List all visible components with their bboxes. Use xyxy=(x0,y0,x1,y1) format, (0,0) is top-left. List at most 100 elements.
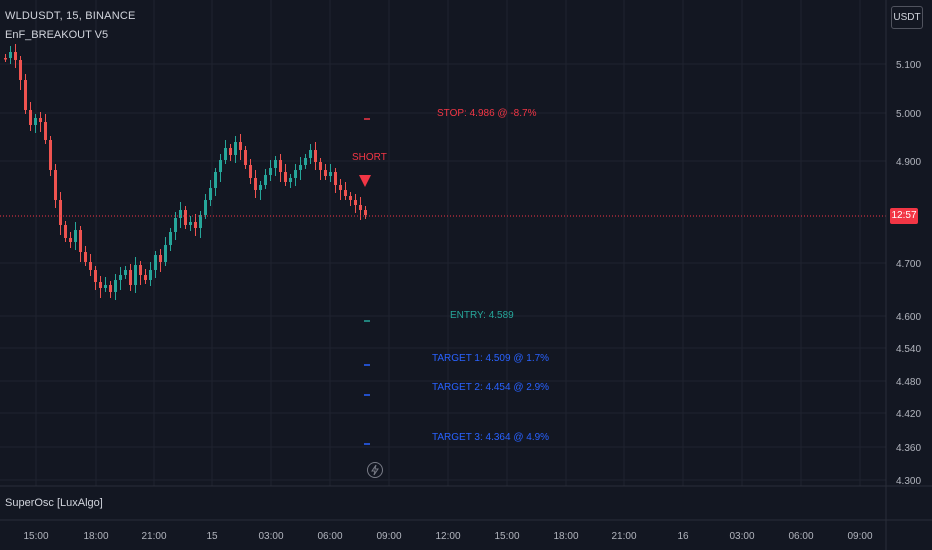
candle-body xyxy=(209,188,212,200)
triangle-down-icon xyxy=(359,175,371,187)
price-axis-label: 4.420 xyxy=(896,409,921,420)
candle-body xyxy=(154,255,157,270)
candle-body xyxy=(39,118,42,122)
candle-body xyxy=(219,160,222,172)
candle-body xyxy=(314,150,317,162)
candle-body xyxy=(274,160,277,168)
candles xyxy=(4,44,367,300)
time-axis-label: 09:00 xyxy=(376,531,401,542)
candle-body xyxy=(139,265,142,275)
time-axis-label: 09:00 xyxy=(847,531,872,542)
oscillator-title[interactable]: SuperOsc [LuxAlgo] xyxy=(5,497,103,509)
candle-body xyxy=(149,270,152,280)
entry-label: ENTRY: 4.589 xyxy=(450,310,514,321)
target-label: TARGET 2: 4.454 @ 2.9% xyxy=(432,382,549,393)
candle-body xyxy=(124,270,127,275)
candle-body xyxy=(199,215,202,228)
candle-body xyxy=(9,52,12,58)
time-axis-label: 18:00 xyxy=(83,531,108,542)
candle-body xyxy=(319,162,322,170)
candle-body xyxy=(254,178,257,190)
candle-body xyxy=(204,200,207,215)
time-axis-label: 21:00 xyxy=(611,531,636,542)
candle-body xyxy=(99,282,102,288)
candle-body xyxy=(179,210,182,218)
indicator-title[interactable]: EnF_BREAKOUT V5 xyxy=(5,29,109,41)
bolt-icon[interactable] xyxy=(367,462,383,478)
candle-body xyxy=(344,190,347,196)
price-axis-label: 4.700 xyxy=(896,259,921,270)
candle-body xyxy=(259,185,262,190)
candle-body xyxy=(279,160,282,172)
price-axis-label: 4.360 xyxy=(896,443,921,454)
candle-body xyxy=(89,262,92,270)
time-axis-label: 15:00 xyxy=(23,531,48,542)
candle-body xyxy=(164,245,167,262)
candle-body xyxy=(194,222,197,228)
time-axis-label: 03:00 xyxy=(258,531,283,542)
candle-body xyxy=(144,275,147,280)
candle-body xyxy=(49,140,52,170)
candle-body xyxy=(34,118,37,125)
candle-body xyxy=(114,280,117,292)
candle-body xyxy=(364,210,367,215)
price-axis-label: 4.900 xyxy=(896,157,921,168)
candle-body xyxy=(289,178,292,182)
grid xyxy=(0,0,886,486)
currency-button[interactable]: USDT xyxy=(891,6,923,29)
candle-body xyxy=(94,270,97,282)
candle-body xyxy=(104,285,107,288)
candle-body xyxy=(339,185,342,190)
candle-body xyxy=(304,158,307,165)
candle-body xyxy=(29,110,32,125)
candle-body xyxy=(324,170,327,176)
candle-body xyxy=(119,275,122,280)
candle-body xyxy=(74,230,77,242)
candle-body xyxy=(54,170,57,200)
candle-body xyxy=(329,172,332,176)
candle-body xyxy=(184,210,187,225)
candle-body xyxy=(69,238,72,242)
time-axis-label: 15 xyxy=(206,531,218,542)
candle-body xyxy=(109,285,112,292)
time-axis-label: 18:00 xyxy=(553,531,578,542)
candle-body xyxy=(134,265,137,285)
candle-body xyxy=(79,230,82,252)
candle-body xyxy=(64,225,67,238)
candle-body xyxy=(174,218,177,232)
candle-body xyxy=(234,142,237,155)
short-label: SHORT xyxy=(352,152,387,163)
time-axis-label: 16 xyxy=(677,531,689,542)
candle-body xyxy=(264,175,267,185)
candle-body xyxy=(159,255,162,262)
stop-label: STOP: 4.986 @ -8.7% xyxy=(437,108,537,119)
symbol-title[interactable]: WLDUSDT, 15, BINANCE xyxy=(5,10,136,22)
candle-body xyxy=(269,168,272,175)
candle-body xyxy=(84,252,87,262)
price-axis-label: 5.000 xyxy=(896,109,921,120)
price-axis-label: 4.540 xyxy=(896,344,921,355)
candle-body xyxy=(129,270,132,285)
candle-body xyxy=(299,165,302,170)
current-price-badge: 12:57 xyxy=(890,208,918,224)
candle-body xyxy=(239,142,242,150)
candle-body xyxy=(214,172,217,188)
candle-body xyxy=(59,200,62,225)
target-label: TARGET 1: 4.509 @ 1.7% xyxy=(432,353,549,364)
price-axis-label: 5.100 xyxy=(896,60,921,71)
candle-body xyxy=(4,58,7,60)
candle-body xyxy=(229,148,232,155)
price-axis-label: 4.480 xyxy=(896,377,921,388)
time-axis-label: 06:00 xyxy=(788,531,813,542)
price-axis-label: 4.300 xyxy=(896,476,921,487)
candle-body xyxy=(359,205,362,210)
time-axis-label: 21:00 xyxy=(141,531,166,542)
candle-body xyxy=(19,60,22,80)
target-label: TARGET 3: 4.364 @ 4.9% xyxy=(432,432,549,443)
time-axis-label: 12:00 xyxy=(435,531,460,542)
candle-body xyxy=(354,200,357,205)
candle-body xyxy=(169,232,172,245)
